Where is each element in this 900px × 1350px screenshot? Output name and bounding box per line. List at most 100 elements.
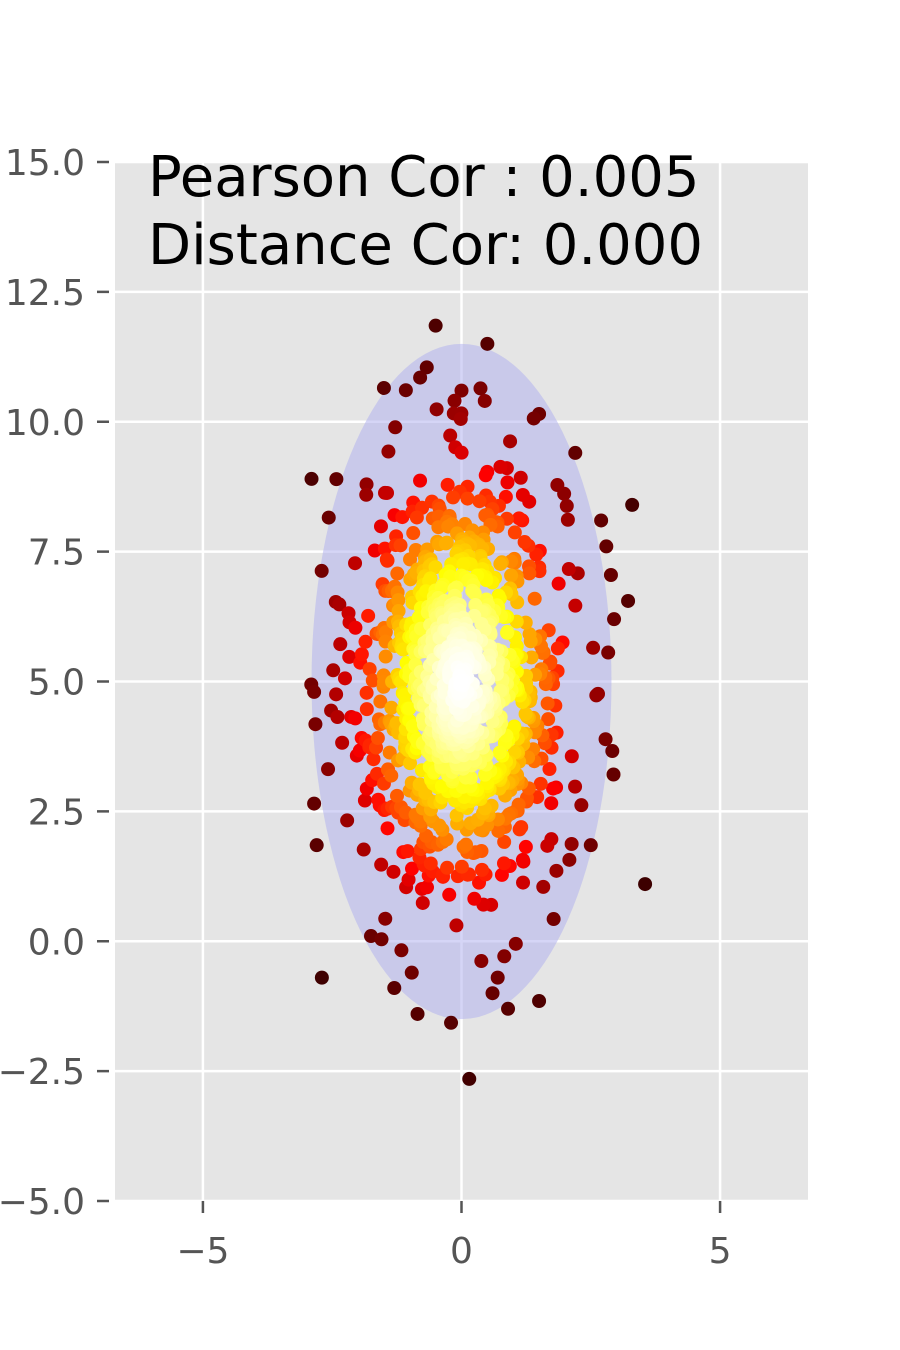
data-point: [530, 790, 545, 805]
data-point: [503, 434, 518, 449]
data-point: [524, 650, 539, 665]
data-point: [515, 487, 530, 502]
data-point: [337, 671, 352, 686]
data-point: [574, 798, 589, 813]
data-point: [512, 511, 527, 526]
data-point: [522, 566, 537, 581]
data-point: [400, 844, 415, 859]
data-point: [423, 856, 438, 871]
data-point: [477, 393, 492, 408]
data-point: [546, 781, 561, 796]
data-point: [562, 852, 577, 867]
data-point: [474, 954, 489, 969]
data-point: [391, 593, 406, 608]
data-point: [402, 701, 417, 716]
data-point: [359, 487, 374, 502]
data-point: [603, 567, 618, 582]
data-point: [434, 779, 449, 794]
data-point: [378, 649, 393, 664]
data-point: [419, 360, 434, 375]
data-point: [492, 745, 507, 760]
data-point: [456, 557, 471, 572]
data-point: [384, 700, 399, 715]
data-point: [442, 887, 457, 902]
data-point: [449, 918, 464, 933]
data-point: [370, 766, 385, 781]
data-point: [564, 837, 579, 852]
y-tick-label: 10.0: [5, 403, 85, 444]
data-point: [586, 640, 601, 655]
data-point: [447, 393, 462, 408]
data-point: [564, 749, 579, 764]
data-point: [493, 459, 508, 474]
data-point: [359, 702, 374, 717]
data-point: [348, 556, 363, 571]
data-point: [358, 634, 373, 649]
data-point: [518, 706, 533, 721]
data-point: [366, 752, 381, 767]
data-point: [374, 857, 389, 872]
data-point: [405, 861, 420, 876]
correlation-annotation: Pearson Cor : 0.005 Distance Cor: 0.000: [148, 145, 703, 278]
data-point: [497, 834, 512, 849]
data-point: [329, 472, 344, 487]
data-point: [348, 620, 363, 635]
data-point: [326, 663, 341, 678]
data-point: [496, 856, 511, 871]
data-point: [462, 1071, 477, 1086]
data-point: [354, 647, 369, 662]
data-point: [307, 796, 322, 811]
data-point: [428, 560, 443, 575]
data-point: [560, 512, 575, 527]
data-point: [391, 604, 406, 619]
data-point: [625, 497, 640, 512]
data-point: [405, 719, 420, 734]
data-point: [561, 562, 576, 577]
data-point: [412, 777, 427, 792]
y-tick-label: 7.5: [28, 533, 85, 574]
data-point: [533, 776, 548, 791]
data-point: [527, 591, 542, 606]
data-point: [330, 710, 345, 725]
y-tick-label: −5.0: [0, 1182, 85, 1223]
data-point: [518, 839, 533, 854]
axes: −5 0 5 −5.0 −2.5 0.0 2.5 5.0 7.5 10.0 12.5 15.0: [0, 143, 732, 1272]
data-point: [598, 732, 613, 747]
data-point: [459, 837, 474, 852]
data-point: [348, 711, 363, 726]
data-point: [550, 478, 565, 493]
data-point: [516, 875, 531, 890]
data-point: [621, 593, 636, 608]
y-tick-label: −2.5: [0, 1052, 85, 1093]
data-point: [371, 792, 386, 807]
data-point: [467, 586, 482, 601]
data-point: [493, 556, 508, 571]
data-point: [551, 576, 566, 591]
data-point: [454, 383, 469, 398]
data-point: [599, 539, 614, 554]
data-point: [583, 838, 598, 853]
data-point: [454, 673, 469, 688]
data-point: [446, 490, 461, 505]
data-point: [321, 762, 336, 777]
data-point: [532, 993, 547, 1008]
data-point: [443, 428, 458, 443]
data-point: [394, 943, 409, 958]
data-point: [541, 712, 556, 727]
data-point: [526, 411, 541, 426]
data-point: [501, 1001, 516, 1016]
data-point: [500, 475, 515, 490]
data-point: [406, 526, 421, 541]
data-point: [403, 756, 418, 771]
x-tick-label: 0: [450, 1231, 473, 1272]
data-point: [362, 662, 377, 677]
pearson-label: Pearson Cor : 0.005: [148, 145, 699, 210]
data-point: [388, 420, 403, 435]
data-point: [432, 818, 447, 833]
data-point: [314, 970, 329, 985]
data-point: [386, 864, 401, 879]
data-point: [403, 552, 418, 567]
data-point: [589, 688, 604, 703]
data-point: [314, 563, 329, 578]
data-point: [478, 767, 493, 782]
